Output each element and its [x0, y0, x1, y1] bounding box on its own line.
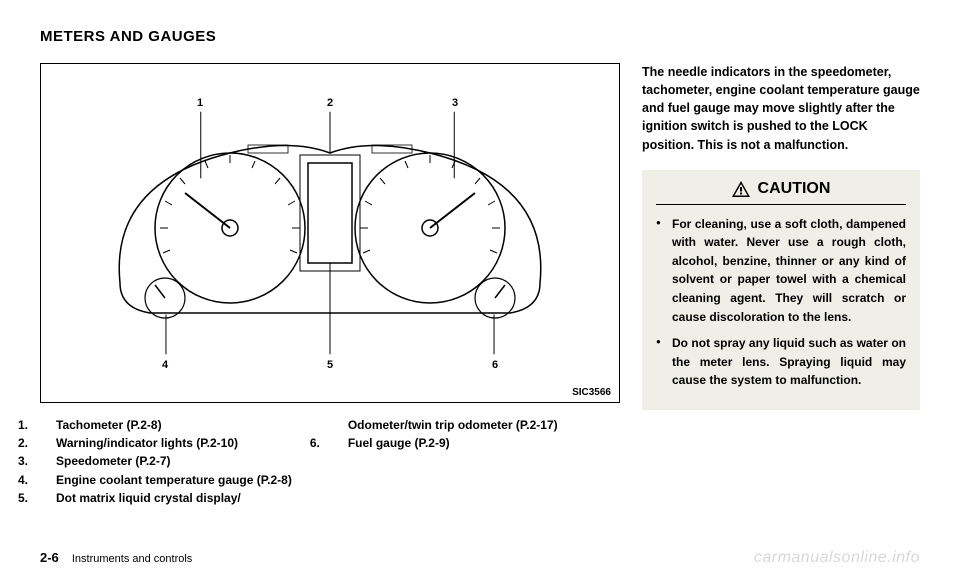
legend-item: 4.Engine coolant temperature gauge (P.2-… [40, 472, 292, 488]
caution-title: CAUTION [758, 180, 831, 198]
legend-num: 3. [40, 453, 56, 469]
warning-icon [732, 181, 750, 197]
callout-6: 6 [492, 359, 498, 371]
legend-num: 6. [332, 435, 348, 451]
callout-5: 5 [327, 359, 333, 371]
callout-4: 4 [162, 359, 168, 371]
legend-col-right: Odometer/twin trip odometer (P.2-17) 6.F… [332, 417, 558, 508]
legend-col-left: 1.Tachometer (P.2-8) 2.Warning/indicator… [40, 417, 292, 508]
callout-1: 1 [197, 97, 203, 109]
instrument-cluster-figure: 1 2 3 4 5 6 SIC3566 [40, 63, 620, 403]
callout-2: 2 [327, 97, 333, 109]
figure-label: SIC3566 [572, 387, 611, 398]
legend-item: 2.Warning/indicator lights (P.2-10) [40, 435, 292, 451]
legend-text: Odometer/twin trip odometer (P.2-17) [348, 418, 558, 432]
legend-text: Engine coolant temperature gauge (P.2-8) [56, 473, 292, 487]
legend-item: 1.Tachometer (P.2-8) [40, 417, 292, 433]
caution-list: For cleaning, use a soft cloth, dampened… [656, 215, 906, 390]
footer-section-name: Instruments and controls [72, 553, 192, 565]
left-column: 1 2 3 4 5 6 SIC3566 1.Tachometer (P.2-8)… [40, 63, 620, 508]
legend-num: 4. [40, 472, 56, 488]
main-content-row: 1 2 3 4 5 6 SIC3566 1.Tachometer (P.2-8)… [40, 63, 920, 508]
legend-text: Warning/indicator lights (P.2-10) [56, 436, 238, 450]
figure-legend: 1.Tachometer (P.2-8) 2.Warning/indicator… [40, 417, 620, 508]
section-title: METERS AND GAUGES [40, 28, 920, 45]
legend-num: 1. [40, 417, 56, 433]
caution-box: CAUTION For cleaning, use a soft cloth, … [642, 170, 920, 410]
legend-item: 6.Fuel gauge (P.2-9) [332, 435, 558, 451]
caution-item: Do not spray any liquid such as water on… [656, 334, 906, 390]
legend-item: 3.Speedometer (P.2-7) [40, 453, 292, 469]
page-footer: 2-6 Instruments and controls carmanualso… [40, 549, 920, 567]
caution-header: CAUTION [656, 170, 906, 205]
legend-text: Speedometer (P.2-7) [56, 454, 171, 468]
legend-text: Fuel gauge (P.2-9) [348, 436, 450, 450]
legend-text: Tachometer (P.2-8) [56, 418, 162, 432]
legend-text: Dot matrix liquid crystal display/ [56, 491, 241, 505]
intro-paragraph: The needle indicators in the speedometer… [642, 63, 920, 154]
footer-left: 2-6 Instruments and controls [40, 550, 192, 565]
page-number: 2-6 [40, 550, 59, 565]
cluster-svg [90, 113, 570, 353]
right-column: The needle indicators in the speedometer… [642, 63, 920, 508]
legend-item: Odometer/twin trip odometer (P.2-17) [332, 417, 558, 433]
watermark: carmanualsonline.info [754, 549, 920, 567]
caution-item: For cleaning, use a soft cloth, dampened… [656, 215, 906, 327]
legend-item: 5.Dot matrix liquid crystal display/ [40, 490, 292, 506]
legend-num: 5. [40, 490, 56, 506]
callout-3: 3 [452, 97, 458, 109]
legend-num: 2. [40, 435, 56, 451]
